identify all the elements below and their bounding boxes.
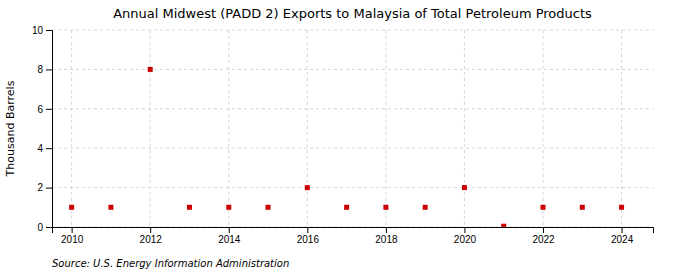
tick: 2022 — [532, 227, 555, 245]
grid-line-y — [52, 30, 653, 31]
chart: 2010 2012 2014 2016 2018 2020 2022 2024 0 2 4 6 8 10 A… — [0, 0, 675, 275]
tick: 0 — [37, 222, 52, 233]
tick-label: 2018 — [375, 234, 398, 245]
point — [501, 224, 506, 227]
grid-line-x — [150, 30, 151, 227]
point — [226, 205, 231, 210]
tick-mark — [386, 227, 387, 233]
point — [423, 205, 428, 210]
point — [69, 205, 74, 210]
grid-line-x — [385, 30, 386, 227]
tick-mark — [46, 69, 52, 70]
tick-label: 8 — [37, 64, 43, 75]
tick-label: 2022 — [532, 234, 555, 245]
tick: 8 — [37, 64, 52, 75]
tick-label: 6 — [37, 104, 43, 115]
tick-label: 2014 — [218, 234, 241, 245]
tick-mark — [543, 227, 544, 233]
grid-line-y — [52, 69, 653, 70]
point — [305, 185, 310, 190]
point — [266, 205, 271, 210]
point — [383, 205, 388, 210]
axis-line — [53, 228, 654, 234]
grid-line-x — [71, 30, 72, 227]
tick: 2010 — [61, 227, 84, 245]
point — [462, 185, 467, 190]
tick-label: 10 — [32, 25, 44, 36]
point — [344, 205, 349, 210]
grid-line-x — [543, 30, 544, 227]
grid-line-x — [464, 30, 465, 227]
point — [541, 205, 546, 210]
point — [108, 205, 113, 210]
tick: 2012 — [140, 227, 163, 245]
tick-mark — [46, 227, 52, 228]
grid-line-x — [228, 30, 229, 227]
tick-label: 2 — [37, 182, 43, 193]
point — [580, 205, 585, 210]
tick-mark — [622, 227, 623, 233]
grid-line-y — [52, 187, 653, 188]
tick-label: 2012 — [140, 234, 163, 245]
tick-label: 2020 — [454, 234, 477, 245]
points — [69, 67, 624, 227]
axis-line — [46, 31, 53, 228]
point — [187, 205, 192, 210]
y-axis: 0 2 4 6 8 10 — [32, 25, 53, 233]
grid-line-x — [621, 30, 622, 227]
tick: 2 — [37, 182, 52, 193]
grid-line-x — [307, 30, 308, 227]
tick-mark — [46, 188, 52, 189]
grid-line-y — [52, 108, 653, 109]
tick: 2018 — [375, 227, 398, 245]
tick-mark — [307, 227, 308, 233]
tick: 4 — [37, 143, 52, 154]
grid — [52, 30, 653, 227]
tick-label: 2016 — [297, 234, 320, 245]
tick: 2024 — [611, 227, 634, 245]
point — [619, 205, 624, 210]
point — [148, 67, 153, 72]
tick: 6 — [37, 104, 52, 115]
tick: 10 — [32, 25, 52, 36]
tick: 2016 — [297, 227, 320, 245]
tick-mark — [464, 227, 465, 233]
tick-label: 2024 — [611, 234, 634, 245]
tick-label: 4 — [37, 143, 43, 154]
tick-mark — [150, 227, 151, 233]
tick-mark — [46, 109, 52, 110]
tick-mark — [46, 148, 52, 149]
tick: 2014 — [218, 227, 241, 245]
y-axis-title: Thousand Barrels — [4, 80, 17, 177]
source: Source: U.S. Energy Information Administ… — [52, 258, 289, 269]
grid-line-y — [52, 148, 653, 149]
x-axis: 2010 2012 2014 2016 2018 2020 2022 2024 — [53, 227, 654, 245]
plot-area: 2010 2012 2014 2016 2018 2020 2022 2024 0 2 4 6 8 10 — [32, 25, 654, 245]
tick-label: 2010 — [61, 234, 84, 245]
tick-mark — [72, 227, 73, 233]
tick-label: 0 — [37, 222, 43, 233]
tick-mark — [229, 227, 230, 233]
tick: 2020 — [454, 227, 477, 245]
tick-mark — [46, 30, 52, 31]
title: Annual Midwest (PADD 2) Exports to Malay… — [113, 6, 592, 21]
